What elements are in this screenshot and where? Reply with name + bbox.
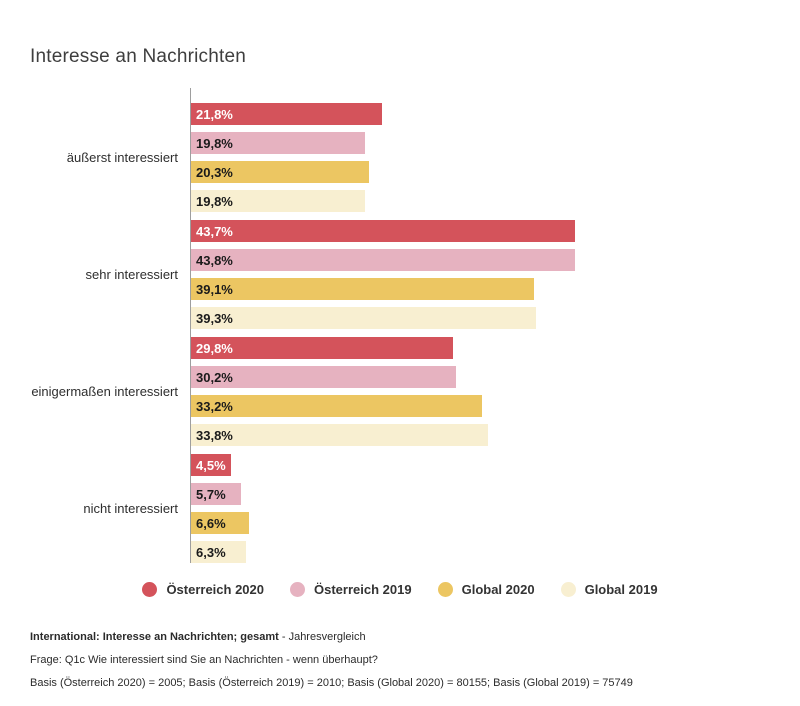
bar-global-2019: 19,8% [191,190,365,212]
legend-item-oesterreich-2020[interactable]: Österreich 2020 [142,582,264,597]
bar-oesterreich-2019: 30,2% [191,366,457,388]
footnotes: International: Interesse an Nachrichten;… [30,631,775,700]
bar-oesterreich-2019: 43,8% [191,249,576,271]
bar-value-label: 6,3% [196,544,226,560]
bar-stack: 43,7% 43,8% 39,1% 39,3% [191,220,576,329]
bar-oesterreich-2019: 19,8% [191,132,365,154]
legend-item-global-2020[interactable]: Global 2020 [437,582,535,597]
category-label: äußerst interessiert [66,149,178,165]
legend-swatch-circle [437,582,453,597]
legend-swatch-circle [560,582,576,597]
bar-global-2020: 6,6% [191,512,249,534]
bar-value-label: 5,7% [196,486,226,502]
bar-value-label: 6,6% [196,515,226,531]
bar-global-2020: 33,2% [191,395,483,417]
legend-swatch-circle [142,582,158,597]
bar-value-label: 21,8% [196,106,233,122]
bar-value-label: 20,3% [196,164,233,180]
category-label: sehr interessiert [85,266,178,282]
bar-oesterreich-2020: 29,8% [191,337,453,359]
bar-value-label: 43,8% [196,252,233,268]
bar-oesterreich-2020: 43,7% [191,220,575,242]
bar-value-label: 39,1% [196,281,233,297]
bar-global-2020: 39,1% [191,278,535,300]
footnote-source-rest: - Jahresvergleich [278,631,366,643]
bar-group-einigermassen-interessiert: einigermaßen interessiert 29,8% 30,2% 33,2%… [0,337,800,446]
footnote-source: International: Interesse an Nachrichten;… [30,631,775,643]
legend-label: Österreich 2020 [166,582,265,597]
legend-item-oesterreich-2019[interactable]: Österreich 2019 [290,582,412,597]
footnote-basis: Basis (Österreich 2020) = 2005; Basis (Ö… [30,677,633,690]
bar-global-2019: 33,8% [191,424,488,446]
bar-value-label: 4,5% [196,457,226,473]
legend-swatch-circle [290,582,306,597]
bar-stack: 29,8% 30,2% 33,2% 33,8% [191,337,488,446]
category-label: nicht interessiert [83,500,178,516]
bar-value-label: 43,7% [196,223,233,239]
bar-value-label: 33,8% [196,427,233,443]
category-label: einigermaßen interessiert [31,383,178,399]
bar-value-label: 39,3% [196,310,233,326]
bar-value-label: 19,8% [196,135,233,151]
bar-value-label: 29,8% [196,340,233,356]
bar-global-2019: 6,3% [191,541,247,563]
legend-label: Global 2020 [461,582,535,597]
footnote-question: Frage: Q1c Wie interessiert sind Sie an … [30,654,378,667]
bar-global-2019: 39,3% [191,307,536,329]
bar-group-sehr-interessiert: sehr interessiert 43,7% 43,8% 39,1% 39,3% [0,220,800,329]
bar-oesterreich-2019: 5,7% [191,483,242,505]
bar-stack: 4,5% 5,7% 6,6% 6,3% [191,454,249,563]
chart-title: Interesse an Nachrichten [30,45,247,67]
bar-stack: 21,8% 19,8% 20,3% 19,8% [191,103,383,212]
bar-value-label: 19,8% [196,193,233,209]
legend-item-global-2019[interactable]: Global 2019 [560,582,658,597]
bar-value-label: 33,2% [196,398,233,414]
bar-global-2020: 20,3% [191,161,370,183]
bar-group-aeusserst-interessiert: äußerst interessiert 21,8% 19,8% 20,3% 19,8% [0,103,800,212]
legend: Österreich 2020 Österreich 2019 Global 202… [0,582,800,597]
bar-chart: äußerst interessiert 21,8% 19,8% 20,3% 19,8%… [0,103,800,571]
bar-oesterreich-2020: 4,5% [191,454,231,476]
bar-group-nicht-interessiert: nicht interessiert 4,5% 5,7% 6,6% 6,3% [0,454,800,563]
legend-label: Global 2019 [584,582,658,597]
legend-label: Österreich 2019 [314,582,412,597]
bar-value-label: 30,2% [196,369,233,385]
y-axis-line [190,88,191,563]
bar-oesterreich-2020: 21,8% [191,103,383,125]
footnote-source-bold: International: Interesse an Nachrichten;… [30,631,279,643]
